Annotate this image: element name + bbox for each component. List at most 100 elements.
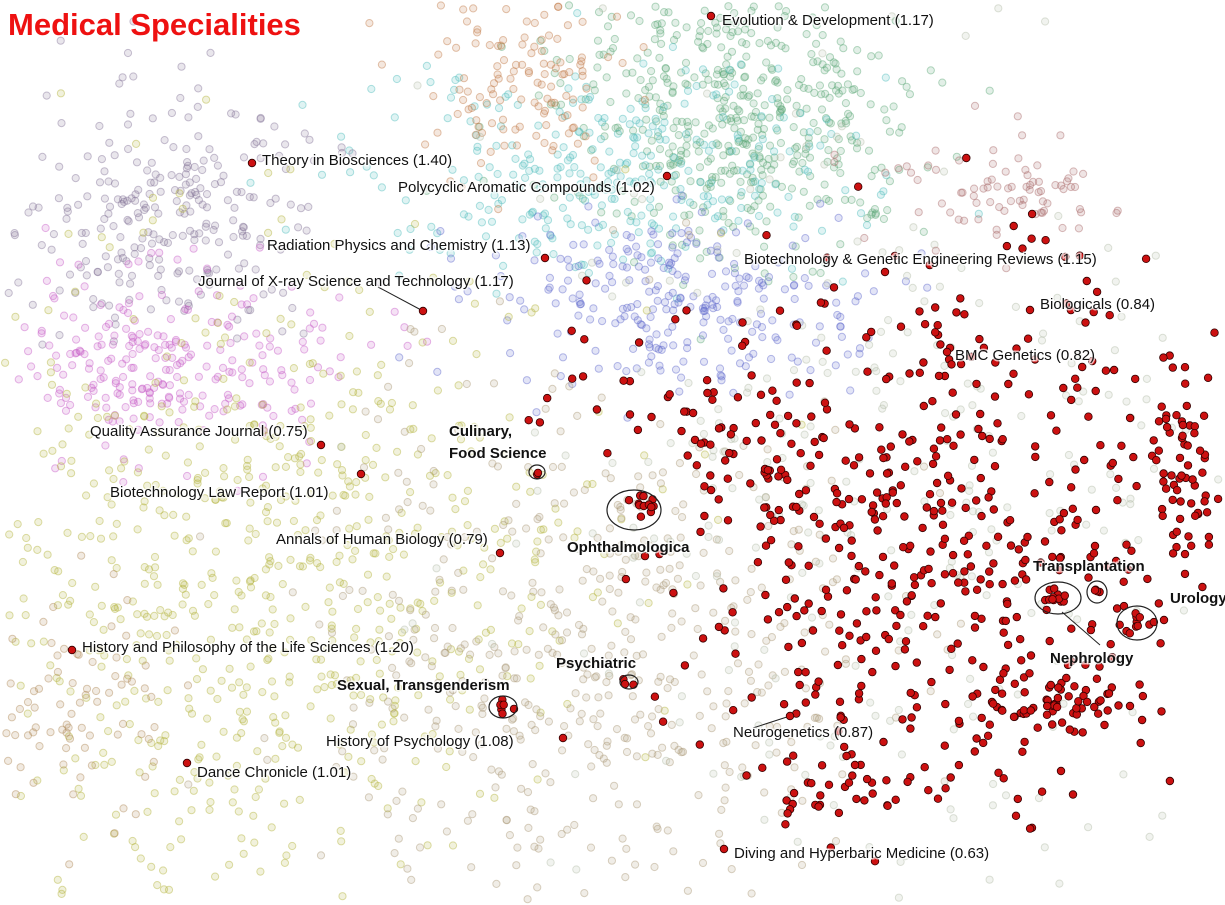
point — [714, 253, 723, 262]
point — [941, 409, 950, 418]
point — [709, 702, 718, 711]
point — [565, 263, 574, 272]
point — [824, 146, 833, 155]
point — [233, 334, 242, 343]
point — [254, 785, 263, 794]
point — [606, 47, 615, 56]
highlight-point — [1037, 787, 1047, 796]
highlight-point — [949, 441, 958, 450]
point — [34, 203, 43, 212]
point — [148, 216, 157, 225]
point — [130, 686, 139, 696]
point — [685, 210, 694, 219]
point — [618, 58, 627, 68]
point — [93, 342, 102, 351]
point — [56, 36, 65, 45]
point — [325, 583, 334, 592]
point — [442, 762, 451, 772]
point — [119, 804, 128, 813]
point — [655, 105, 664, 115]
point — [540, 106, 550, 116]
point — [64, 600, 73, 609]
point — [836, 168, 845, 178]
point — [696, 177, 705, 186]
point — [739, 116, 749, 125]
point — [518, 161, 527, 170]
point — [219, 727, 228, 736]
point — [830, 150, 839, 159]
point — [554, 2, 563, 11]
point — [218, 363, 228, 372]
point — [150, 611, 159, 621]
highlight-point — [1078, 728, 1087, 737]
highlight-point — [761, 590, 770, 600]
point — [369, 171, 378, 180]
highlight-point — [982, 541, 991, 550]
point — [743, 170, 752, 179]
point — [791, 144, 800, 153]
point — [185, 178, 194, 187]
point — [817, 333, 826, 342]
point — [867, 172, 876, 181]
point — [507, 591, 516, 600]
point — [885, 177, 895, 186]
point — [264, 168, 273, 178]
highlight-point — [1040, 537, 1050, 546]
point — [704, 26, 713, 36]
highlight-point — [836, 610, 846, 619]
point — [131, 810, 140, 819]
point — [186, 207, 195, 216]
point — [312, 655, 321, 664]
highlight-point — [1009, 712, 1019, 722]
highlight-point — [1143, 574, 1152, 584]
point — [683, 344, 692, 353]
highlight-point — [847, 551, 856, 561]
highlight-point — [1149, 436, 1158, 445]
point — [691, 571, 701, 581]
point — [113, 195, 123, 204]
point — [588, 479, 597, 489]
point — [89, 479, 99, 488]
point — [821, 114, 831, 123]
point — [127, 194, 136, 203]
point — [267, 823, 276, 832]
point — [252, 137, 261, 146]
point — [631, 860, 640, 869]
point — [584, 268, 594, 278]
point — [228, 798, 237, 807]
highlight-point — [852, 794, 861, 804]
point — [719, 226, 728, 235]
highlight-point — [1091, 386, 1100, 396]
point — [124, 260, 133, 269]
point — [657, 345, 666, 354]
highlight-point — [742, 771, 751, 780]
point — [217, 676, 226, 685]
point — [920, 297, 929, 306]
point — [528, 207, 538, 216]
point — [754, 119, 763, 129]
point — [742, 19, 752, 28]
point — [680, 99, 689, 108]
point — [104, 356, 113, 365]
highlight-point — [1031, 452, 1040, 462]
point — [472, 350, 481, 359]
point — [172, 197, 181, 206]
highlight-point — [896, 481, 905, 490]
point — [789, 272, 798, 282]
point — [743, 595, 752, 605]
highlight-point — [1020, 737, 1029, 747]
point — [232, 394, 241, 403]
point — [691, 604, 700, 613]
point — [178, 204, 187, 213]
point — [741, 25, 750, 34]
point — [702, 247, 711, 256]
point — [832, 298, 841, 307]
point — [409, 424, 418, 433]
point — [773, 336, 782, 345]
point — [585, 128, 594, 137]
point — [750, 153, 759, 162]
point — [206, 798, 215, 807]
highlight-point — [947, 644, 956, 653]
point — [473, 142, 482, 151]
highlight-point — [954, 760, 964, 770]
